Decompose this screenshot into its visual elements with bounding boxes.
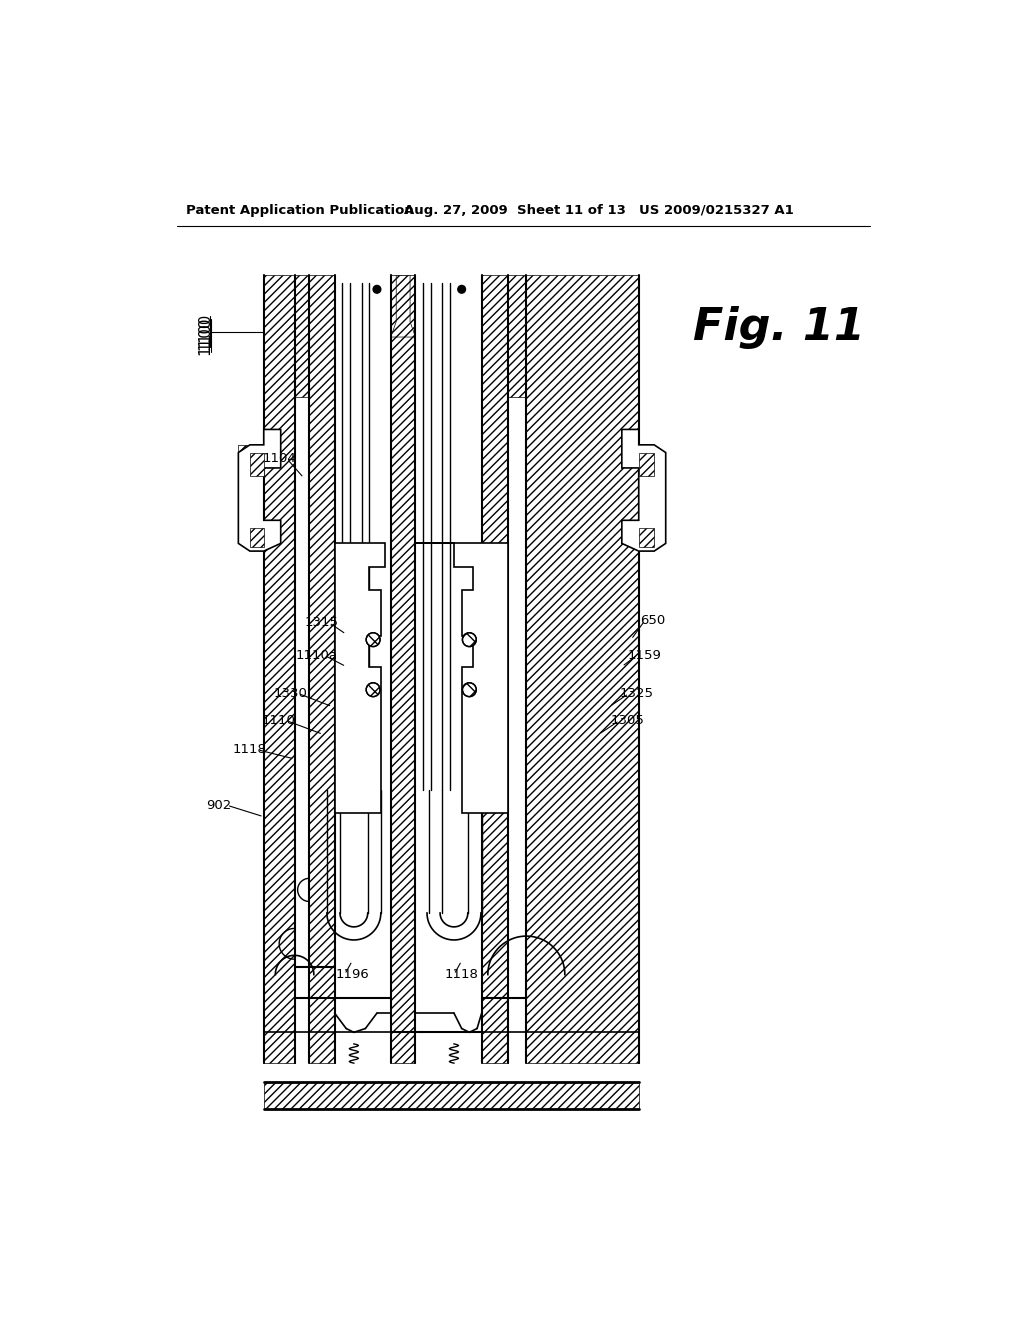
Circle shape [373,285,381,293]
Text: 1104: 1104 [262,453,296,465]
Polygon shape [239,429,281,552]
Polygon shape [481,276,508,1063]
Polygon shape [622,429,666,552]
Text: 1305: 1305 [610,714,644,727]
Text: 1315: 1315 [304,616,339,630]
Polygon shape [250,453,264,475]
Polygon shape [336,548,361,809]
Polygon shape [639,528,654,548]
Circle shape [367,682,380,697]
Text: 1196: 1196 [336,968,370,981]
Polygon shape [239,445,264,536]
Text: 650: 650 [640,614,666,627]
Polygon shape [335,544,385,813]
Polygon shape [264,276,295,1063]
Polygon shape [474,548,506,809]
Text: Patent Application Publication: Patent Application Publication [186,203,414,216]
Polygon shape [295,276,309,397]
Polygon shape [391,276,416,337]
Circle shape [463,682,476,697]
Text: 1100: 1100 [198,313,213,350]
Polygon shape [639,453,654,475]
Circle shape [463,632,476,647]
Text: Fig. 11: Fig. 11 [692,306,864,350]
Circle shape [458,285,466,293]
Text: Aug. 27, 2009  Sheet 11 of 13: Aug. 27, 2009 Sheet 11 of 13 [403,203,626,216]
Text: 1100: 1100 [198,317,213,355]
Circle shape [367,632,380,647]
Polygon shape [526,276,639,1063]
Polygon shape [416,544,508,813]
Text: 1330: 1330 [273,686,307,700]
Text: 1118: 1118 [444,968,478,981]
Text: 1159: 1159 [628,648,662,661]
Text: 1118: 1118 [233,743,267,756]
Text: 1110: 1110 [261,714,295,727]
Polygon shape [250,528,264,548]
Text: 1325: 1325 [620,686,653,700]
Text: 902: 902 [207,799,231,812]
Text: US 2009/0215327 A1: US 2009/0215327 A1 [639,203,794,216]
Polygon shape [309,276,335,1063]
Polygon shape [508,276,526,397]
Polygon shape [391,276,416,1063]
Polygon shape [264,1082,639,1109]
Text: 1110a: 1110a [295,648,337,661]
Polygon shape [336,548,361,809]
